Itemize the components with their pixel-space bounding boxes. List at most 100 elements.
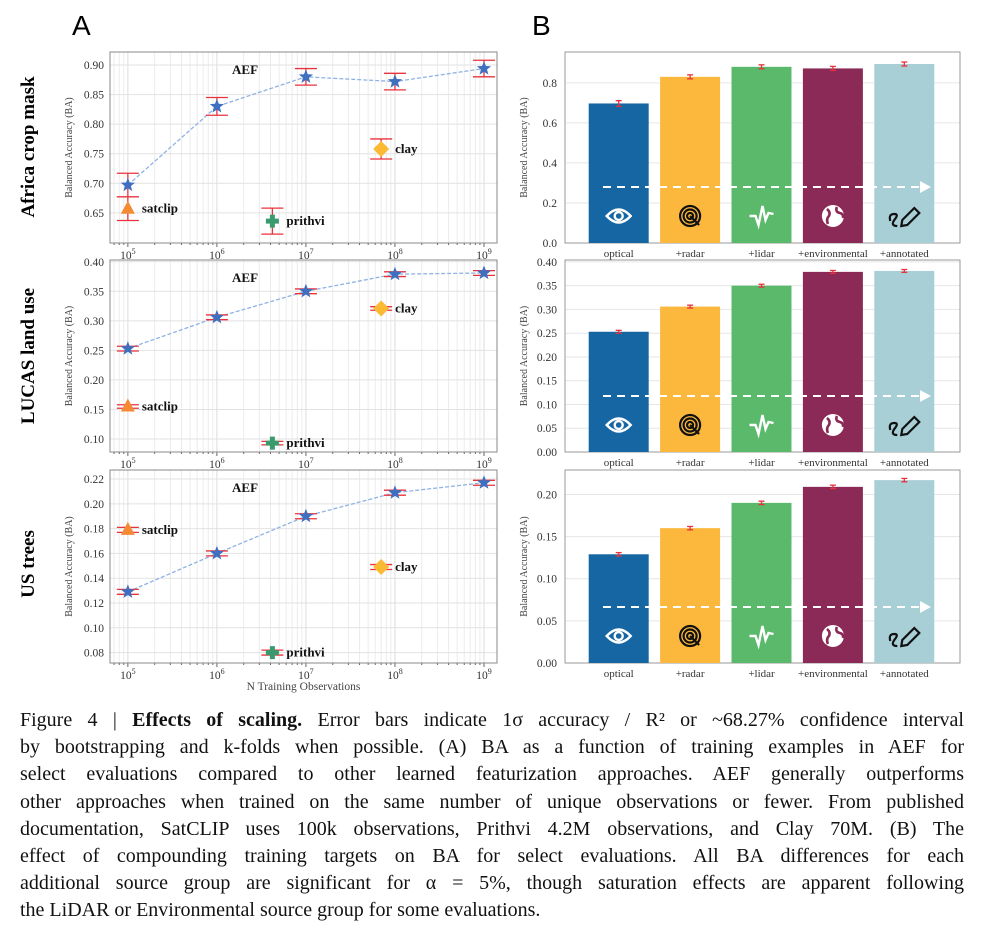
- eye-pupil: [613, 630, 624, 642]
- x-tick-label: 107: [298, 667, 314, 682]
- bar-annotated: +annotated: [874, 61, 935, 260]
- series-label-satclip: satclip: [142, 201, 178, 216]
- x-tick-base: 10: [476, 459, 488, 471]
- bar-lidar: +lidar: [731, 283, 792, 469]
- series-label-satclip: satclip: [142, 522, 178, 537]
- lidar-icon: [749, 205, 774, 230]
- y-tick-label: 0.4: [543, 158, 558, 170]
- data-point-clay: [373, 559, 390, 576]
- bar-rect: [731, 285, 792, 452]
- lidar-icon: [749, 625, 774, 650]
- bar-rect: [660, 306, 721, 452]
- y-tick-label: 0.18: [84, 524, 104, 536]
- x-axis-label: N Training Observations: [247, 681, 361, 693]
- progression-arrow-head: [920, 390, 931, 402]
- y-axis-label: Balanced Accuracy (BA): [519, 516, 530, 617]
- data-point-aef: [298, 283, 314, 298]
- caption-line: select evaluations compared to other lea…: [20, 763, 964, 786]
- y-axis-label: Balanced Accuracy (BA): [64, 306, 75, 407]
- x-tick-base: 10: [120, 459, 132, 471]
- x-tick-base: 10: [298, 250, 310, 262]
- y-tick-label: 0.6: [543, 118, 558, 130]
- caption-text: Error bars indicate 1σ accuracy / R² or …: [302, 709, 964, 731]
- caption-line: effect of compounding training targets o…: [20, 845, 964, 868]
- data-point-aef: [387, 266, 403, 281]
- plot-frame: [109, 259, 498, 453]
- x-tick-exponent: 8: [399, 456, 403, 465]
- eye-icon: [605, 208, 633, 224]
- x-tick-label: optical: [604, 457, 634, 469]
- series-aef: AEF: [116, 59, 495, 198]
- data-point-prithvi: [265, 436, 279, 450]
- x-tick-label: 109: [476, 456, 492, 471]
- pencil-icon: [888, 626, 921, 648]
- series-label-clay: clay: [395, 300, 418, 315]
- x-tick-exponent: 6: [221, 456, 225, 465]
- series-satclip: satclip: [116, 196, 178, 222]
- series-aef: AEF: [116, 475, 495, 598]
- lidar-icon: [749, 414, 774, 439]
- y-tick-label: 0.05: [537, 423, 557, 435]
- x-tick-label: +lidar: [748, 668, 775, 680]
- x-tick-label: +annotated: [880, 457, 929, 469]
- caption-figure-label: Figure 4 |: [20, 709, 133, 731]
- data-point-aef: [476, 265, 492, 280]
- data-point-aef: [476, 475, 492, 489]
- bar-radar: +radar: [660, 74, 721, 260]
- y-tick-label: 0.0: [543, 238, 558, 250]
- x-tick-label: +environmental: [798, 457, 868, 469]
- data-point-aef: [120, 584, 135, 598]
- bar-chart-3: Balanced Accuracy (BA) 0.00 0.05 0.10 0.15 0.…: [519, 469, 961, 680]
- data-point-aef: [209, 545, 224, 560]
- scatter-chart-2: Balanced Accuracy (BA) 0.10 0.15 0.20 0.25 0.…: [64, 257, 498, 471]
- figure-caption: Figure 4 | Effects of scaling. Error bar…: [20, 707, 964, 925]
- bar-rect: [588, 554, 649, 663]
- progression-arrow-head: [920, 181, 931, 193]
- series-label-prithvi: prithvi: [286, 213, 325, 228]
- x-tick-label: +environmental: [798, 668, 868, 680]
- y-tick-label: 0.20: [84, 499, 104, 511]
- y-tick-label: 0.35: [84, 286, 104, 298]
- y-tick-label: 0.90: [84, 60, 104, 72]
- data-point-satclip: [120, 521, 135, 535]
- row-label-lucas-land-use: LUCAS land use: [18, 287, 39, 425]
- data-point-clay: [373, 300, 390, 317]
- radar-sweep: [689, 635, 700, 646]
- y-tick-label: 0.22: [84, 474, 104, 486]
- y-axis-label: Balanced Accuracy (BA): [64, 516, 75, 617]
- y-tick-label: 0.25: [537, 328, 557, 340]
- figure-4: Balanced Accuracy (BA)0.650.700.750.800.…: [64, 51, 961, 693]
- data-point-aef: [476, 61, 492, 75]
- plot-frame: [109, 469, 498, 664]
- x-tick-label: 106: [209, 667, 225, 682]
- scatter-chart-3: Balanced Accuracy (BA) 0.08 0.10 0.12 0.14 0.…: [64, 469, 498, 693]
- x-tick-label: 106: [209, 247, 225, 262]
- radar-ring: [685, 420, 695, 430]
- x-tick-label: +annotated: [880, 248, 929, 260]
- bar-rect: [874, 270, 935, 452]
- radar-sweep: [689, 424, 700, 435]
- bar-environmental: +environmental: [798, 269, 868, 469]
- globe-icon: [821, 414, 845, 436]
- globe-disc: [821, 205, 844, 227]
- x-tick-base: 10: [209, 670, 221, 682]
- bar-radar: +radar: [660, 525, 721, 680]
- scatter-chart-1: Balanced Accuracy (BA) 0.65 0.70 0.75 0.80 0.…: [64, 51, 498, 262]
- data-point-prithvi: [265, 646, 279, 660]
- radar-ring: [682, 208, 698, 224]
- y-tick-label: 0.8: [543, 78, 558, 90]
- y-tick-label: 0.10: [84, 623, 104, 635]
- caption-title: Effects of scaling.: [132, 709, 303, 731]
- data-point-clay: [373, 140, 390, 157]
- x-tick-exponent: 7: [310, 667, 314, 676]
- radar-ring: [682, 417, 698, 433]
- x-tick-label: +radar: [676, 668, 705, 680]
- x-tick-label: +environmental: [798, 248, 868, 260]
- y-axis-label: Balanced Accuracy (BA): [64, 97, 75, 198]
- plot-frame: [109, 51, 498, 244]
- series-clay: clay: [370, 300, 418, 317]
- y-tick-label: 0.12: [84, 598, 104, 610]
- y-tick-label: 0.40: [537, 257, 557, 269]
- y-tick-label: 0.15: [537, 376, 557, 388]
- x-tick-base: 10: [209, 459, 221, 471]
